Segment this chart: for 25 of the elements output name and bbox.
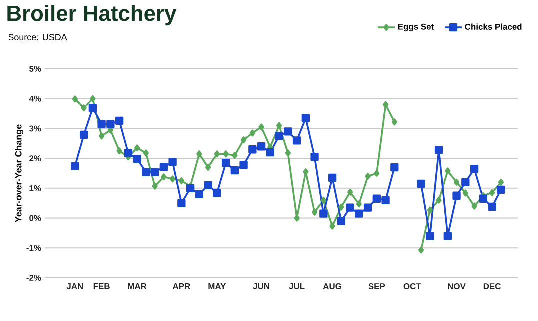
y-tick-label: 3% [29,126,42,132]
x-tick-label: APR [172,284,190,290]
y-tick-label: -1% [26,245,42,252]
y-tick-label: 0% [30,215,42,222]
y-tick-label: -2% [26,275,42,281]
legend-label: Eggs Set [398,24,434,32]
source-note: Source: USDA [8,34,68,41]
x-tick-label: OCT [404,284,422,290]
x-tick-label: NOV [448,284,466,290]
x-tick-label: MAR [128,284,147,290]
y-tick-label: 5% [30,66,42,72]
x-tick-label: MAY [208,284,226,290]
legend-label: Chicks Placed [465,24,522,30]
x-tick-label: AUG [323,284,342,290]
y-tick-label: 4% [29,96,42,102]
y-tick-label: 1% [30,185,42,192]
y-axis-title: Year-over-Year Change [15,124,24,222]
y-tick-label: 2% [30,156,42,162]
x-tick-label: FEB [94,284,110,290]
x-tick-label: JAN [66,284,84,290]
x-tick-label: JUL [289,284,305,290]
x-tick-label: DEC [484,284,501,290]
chart-title: Broiler Hatchery [8,5,177,26]
x-tick-label: SEP [368,284,386,290]
x-tick-label: JUN [253,284,270,290]
